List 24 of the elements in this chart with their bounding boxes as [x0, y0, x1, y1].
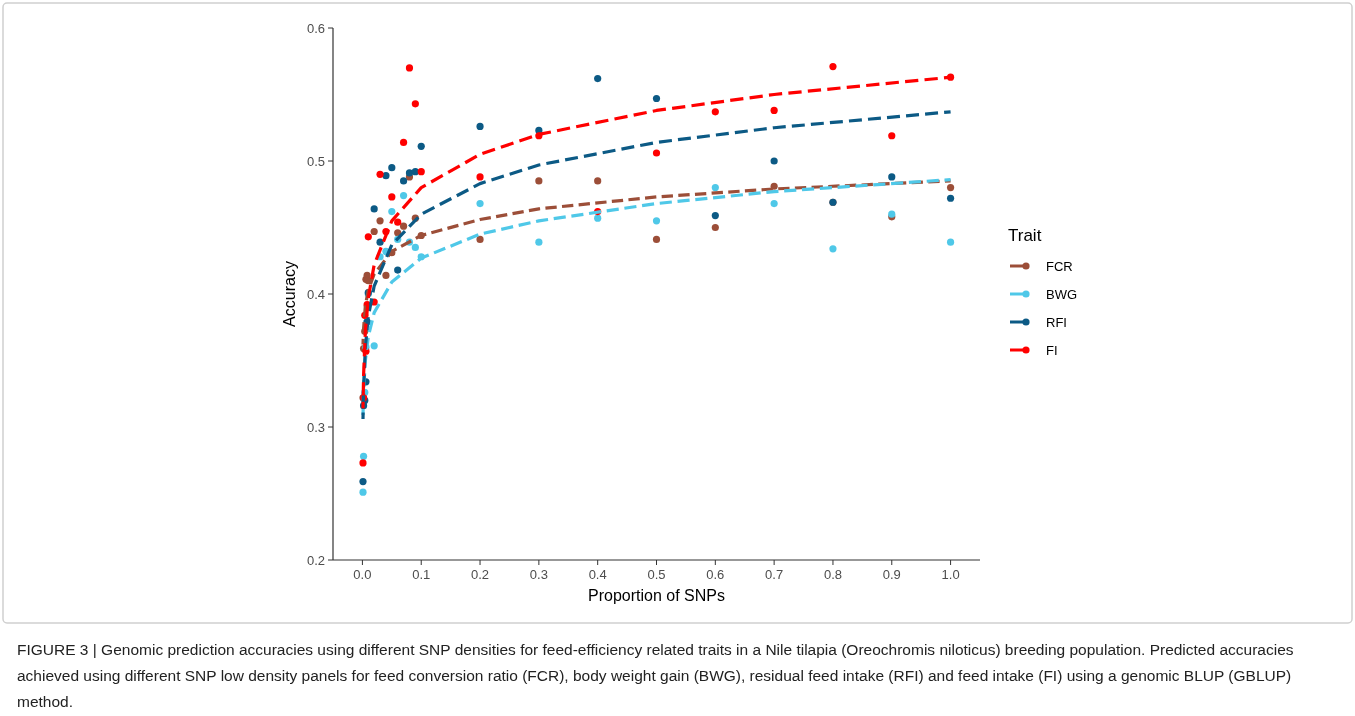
y-tick-label: 0.5 — [306, 153, 325, 169]
x-tick-label: 0.3 — [529, 567, 548, 582]
x-tick-label: 0.2 — [471, 567, 490, 582]
x-tick-label: 0.8 — [823, 567, 842, 582]
x-tick-label: 0.0 — [353, 567, 372, 582]
x-tick-label: 0.6 — [706, 567, 725, 582]
legend-label: RFI — [1046, 314, 1067, 330]
legend-title: Trait — [1008, 226, 1042, 245]
legend-label: FI — [1046, 342, 1058, 358]
y-axis-title: Accuracy — [281, 261, 298, 327]
x-tick-label: 0.9 — [882, 567, 901, 582]
y-tick-label: 0.2 — [306, 552, 325, 568]
legend-label: BWG — [1046, 286, 1078, 302]
x-axis-title: Proportion of SNPs — [588, 587, 725, 604]
y-tick-label: 0.3 — [306, 419, 325, 435]
y-tick-label: 0.4 — [306, 286, 325, 302]
caption: FIGURE 3 | Genomic prediction accuracies using different SNP densities for feed-efficiency related traits in a Nile tilapia (Oreochromis niloticus) breeding population. Predicted accuracies achieved using different SNP low density panels for feed conversion ratio (FCR), body weight gain (BWG), residual feed intake (RFI) and feed intake (FI) using a genomic BLUP (GBLUP) method. — [17, 641, 1294, 710]
x-tick-label: 1.0 — [941, 567, 960, 582]
legend-label: FCR — [1046, 258, 1073, 274]
x-tick-label: 0.1 — [412, 567, 431, 582]
x-tick-label: 0.5 — [647, 567, 666, 582]
x-tick-label: 0.4 — [588, 567, 607, 582]
x-tick-label: 0.7 — [765, 567, 784, 582]
y-tick-label: 0.6 — [306, 20, 325, 36]
